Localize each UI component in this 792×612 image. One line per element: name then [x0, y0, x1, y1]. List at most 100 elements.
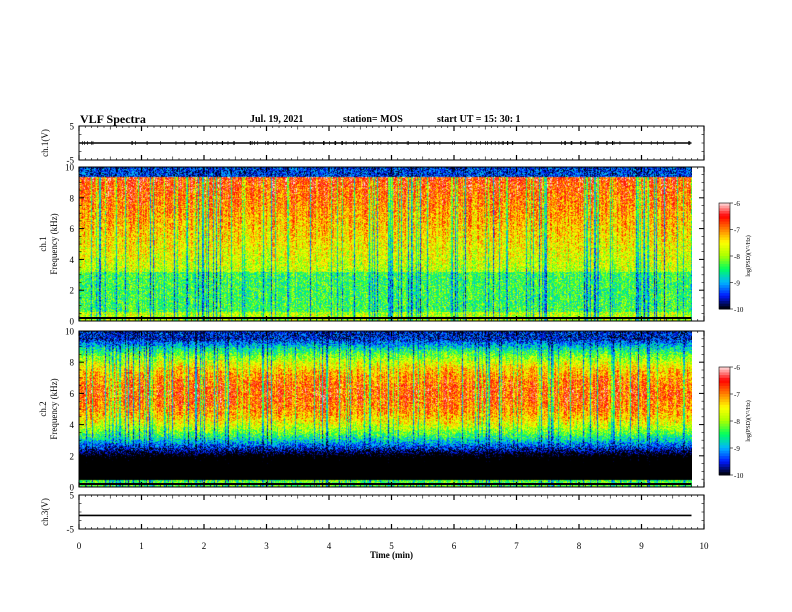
ch1-spectrogram-colorbar-segment	[719, 205, 730, 209]
ch1-spectrogram-y-axis-label: ch.1	[38, 236, 48, 251]
ch1-spectrogram-colorbar-segment	[719, 279, 730, 283]
ch2-spectrogram-colorbar-segment	[719, 458, 730, 462]
ch1-spectrogram-colorbar-segment	[719, 232, 730, 236]
ch2-spectrogram-colorbar-segment	[719, 383, 730, 387]
ch2-spectrogram-colorbar-segment	[719, 391, 730, 395]
ch2-spectrogram-colorbar-segment	[719, 375, 730, 379]
ch3-waveform-x-tick-label: 4	[327, 541, 332, 551]
ch1-spectrogram-colorbar-segment	[719, 303, 730, 307]
ch3-waveform-x-tick-label: 7	[514, 541, 519, 551]
ch2-spectrogram-y-tick-label: 4	[70, 420, 75, 430]
ch1-spectrogram-colorbar-segment	[719, 237, 730, 241]
ch1-spectrogram-colorbar-segment	[719, 287, 730, 291]
ch2-spectrogram-colorbar-segment	[719, 442, 730, 446]
ch2-spectrogram-colorbar-segment	[719, 412, 730, 417]
ch1-spectrogram-y-tick-label: 2	[70, 286, 75, 296]
ch2-spectrogram-colorbar-segment	[719, 453, 730, 457]
ch2-spectrogram-colorbar-tick-label: -6	[734, 364, 740, 372]
ch1-waveform-y-axis-label: ch.1(V)	[40, 129, 50, 157]
ch1-spectrogram-colorbar-segment	[719, 213, 730, 217]
ch1-spectrogram-colorbar-segment	[719, 234, 730, 238]
ch2-spectrogram-colorbar-segment	[719, 418, 730, 422]
ch3-waveform-x-tick-label: 5	[389, 541, 394, 551]
ch1-spectrogram-colorbar-segment	[719, 277, 730, 281]
ch3-waveform-x-tick-label: 1	[139, 541, 144, 551]
ch2-spectrogram-colorbar-segment	[719, 372, 730, 376]
ch3-waveform-x-tick-label: 9	[639, 541, 644, 551]
ch2-spectrogram-colorbar-segment	[719, 472, 730, 476]
ch2-spectrogram-colorbar-segment	[719, 377, 730, 381]
ch2-spectrogram-y-axis-label: Frequency (kHz)	[49, 378, 59, 439]
ch1-spectrogram-image	[79, 167, 692, 321]
ch1-waveform-y-tick-label: 5	[70, 122, 75, 132]
ch1-spectrogram-colorbar-segment	[719, 250, 730, 254]
ch2-spectrogram-y-tick-label: 10	[65, 327, 75, 337]
ch1-spectrogram-colorbar-segment	[719, 274, 730, 278]
ch1-spectrogram-colorbar-label: log(PSD)(V²/Hz)	[745, 235, 752, 276]
ch2-spectrogram-image	[79, 331, 692, 487]
ch2-spectrogram-colorbar-segment	[719, 380, 730, 384]
ch1-spectrogram-colorbar-segment	[719, 216, 730, 220]
ch2-spectrogram-colorbar-segment	[719, 448, 730, 452]
ch1-spectrogram-colorbar-segment	[719, 301, 730, 305]
ch3-waveform-x-tick-label: 3	[264, 541, 269, 551]
ch2-spectrogram-colorbar-segment	[719, 369, 730, 373]
ch1-spectrogram-y-axis-label: Frequency (kHz)	[49, 213, 59, 274]
ch1-spectrogram-colorbar-segment	[719, 263, 730, 268]
ch2-spectrogram-colorbar-label: log(PSD)(V²/Hz)	[745, 400, 752, 441]
ch1-spectrogram-colorbar-segment	[719, 293, 730, 297]
ch2-spectrogram-colorbar-tick-label: -10	[734, 472, 744, 480]
ch3-waveform-x-tick-label: 2	[202, 541, 207, 551]
ch1-spectrogram-colorbar-tick-label: -7	[734, 227, 740, 235]
ch2-spectrogram-y-tick-label: 8	[70, 358, 75, 368]
ch1-spectrogram-colorbar-segment	[719, 266, 730, 270]
ch1-spectrogram-colorbar-tick-label: -9	[734, 280, 740, 288]
ch1-spectrogram-colorbar-segment	[719, 218, 730, 223]
ch1-spectrogram-colorbar-segment	[719, 221, 730, 225]
ch1-spectrogram-colorbar-segment	[719, 208, 730, 212]
start-time-label: start UT = 15: 30: 1	[437, 114, 521, 125]
ch1-spectrogram-colorbar-segment	[719, 269, 730, 273]
ch2-spectrogram-colorbar-segment	[719, 426, 730, 430]
ch2-spectrogram-colorbar-segment	[719, 439, 730, 444]
ch1-spectrogram-colorbar-segment	[719, 258, 730, 262]
ch2-spectrogram-y-tick-label: 6	[70, 389, 75, 399]
ch1-spectrogram-colorbar-segment	[719, 271, 730, 276]
ch1-spectrogram-y-tick-label: 0	[70, 317, 75, 327]
ch3-waveform-x-tick-label: 8	[577, 541, 582, 551]
ch2-spectrogram-colorbar-segment	[719, 464, 730, 468]
ch1-spectrogram-colorbar-segment	[719, 261, 730, 265]
ch2-spectrogram-colorbar-tick-label: -8	[734, 418, 740, 426]
ch1-spectrogram-colorbar-tick-label: -10	[734, 306, 744, 314]
ch2-spectrogram-colorbar-segment	[719, 396, 730, 400]
ch2-spectrogram-colorbar-segment	[719, 399, 730, 403]
ch2-spectrogram-colorbar-segment	[719, 407, 730, 411]
station-label: station= MOS	[343, 114, 403, 125]
ch2-spectrogram-colorbar-segment	[719, 410, 730, 414]
ch1-spectrogram-colorbar-segment	[719, 253, 730, 257]
ch1-spectrogram-colorbar-segment	[719, 306, 730, 310]
ch1-spectrogram-colorbar-segment	[719, 226, 730, 230]
ch2-spectrogram-colorbar-segment	[719, 450, 730, 454]
ch2-spectrogram-colorbar-segment	[719, 385, 730, 390]
ch1-spectrogram-colorbar-tick-label: -6	[734, 200, 740, 208]
ch2-spectrogram-y-tick-label: 2	[70, 451, 75, 461]
ch3-waveform-y-tick-label: -5	[67, 525, 75, 535]
ch3-waveform-frame	[78, 494, 705, 530]
ch1-spectrogram-colorbar-segment	[719, 295, 730, 299]
ch1-spectrogram-y-tick-label: 6	[70, 224, 75, 234]
ch1-spectrogram-colorbar-segment	[719, 203, 730, 207]
ch2-spectrogram-colorbar-segment	[719, 404, 730, 408]
ch2-spectrogram-colorbar-segment	[719, 431, 730, 435]
ch2-spectrogram-y-tick-label: 0	[70, 483, 75, 493]
ch2-spectrogram-y-axis-label: ch.2	[38, 401, 48, 416]
ch3-waveform-x-tick-label: 0	[77, 541, 82, 551]
ch1-spectrogram-colorbar-segment	[719, 240, 730, 244]
ch1-spectrogram-colorbar-tick-label: -8	[734, 253, 740, 261]
ch1-spectrogram-colorbar-segment	[719, 290, 730, 294]
ch3-waveform-x-tick-label: 6	[452, 541, 457, 551]
ch1-spectrogram-colorbar-segment	[719, 229, 730, 233]
ch2-spectrogram-colorbar-segment	[719, 469, 730, 473]
date-label: Jul. 19, 2021	[250, 114, 304, 125]
